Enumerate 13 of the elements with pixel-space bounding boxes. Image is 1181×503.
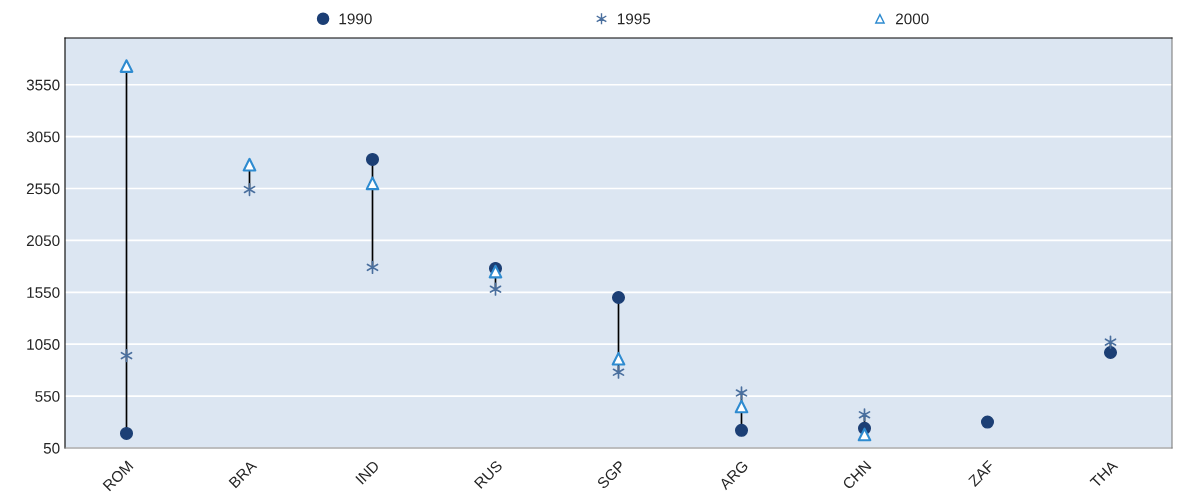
y-tick-label: 2550 [26,183,60,195]
x-tick-label: THA [1089,459,1119,489]
legend-label: 1990 [339,13,372,25]
y-tick-label: 2050 [26,235,60,247]
y-tick-label: 1050 [27,339,60,350]
y-tick-label: 3550 [26,79,60,91]
y-tick-label: 550 [35,390,60,402]
x-tick-label: IND [355,460,380,485]
y-tick-label: 1550 [27,287,60,298]
y-tick-label: 3050 [26,131,60,143]
legend-label: 1995 [617,13,651,25]
y-tick-label: 50 [43,442,60,454]
legend-label: 2000 [895,13,929,25]
